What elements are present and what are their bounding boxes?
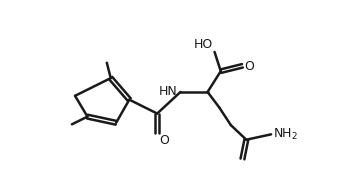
Text: HO: HO (194, 38, 213, 51)
Text: O: O (159, 134, 169, 147)
Text: NH$_2$: NH$_2$ (273, 127, 298, 142)
Text: O: O (244, 60, 254, 73)
Text: HN: HN (158, 85, 177, 98)
